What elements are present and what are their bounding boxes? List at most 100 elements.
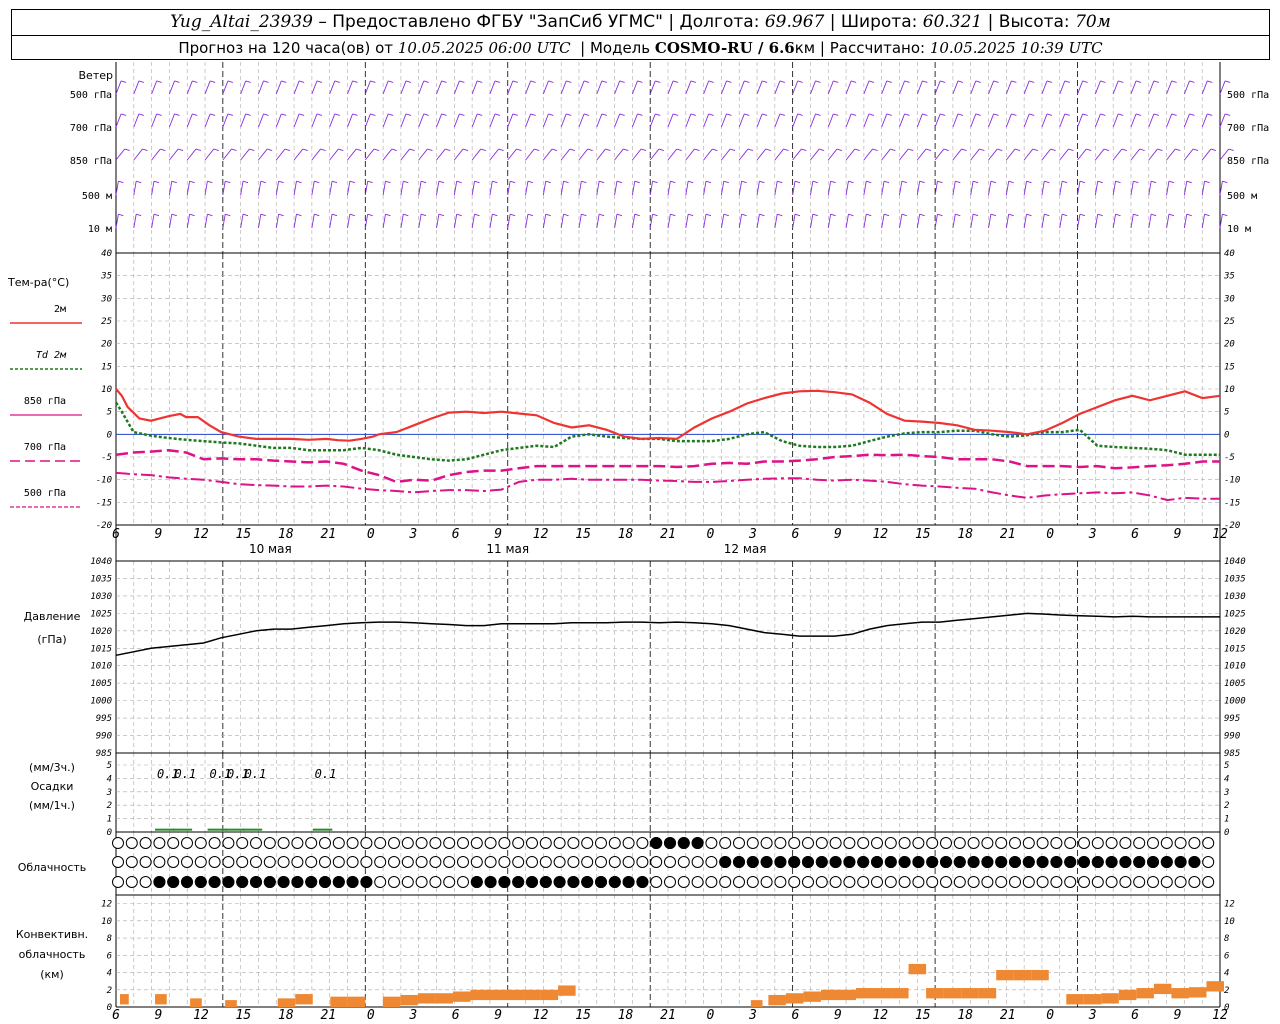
wind-barb (899, 113, 905, 128)
wind-barb (827, 214, 832, 229)
header-row-2: Прогноз на 120 часа(ов) от 10.05.2025 06… (178, 39, 1103, 57)
wind-barb (596, 80, 603, 95)
wind-barb-tick (177, 148, 184, 151)
wind-barb-tick (118, 180, 124, 184)
cloud-cover-filled (595, 876, 607, 888)
wind-barb (881, 148, 891, 161)
cloud-cover-filled (498, 876, 511, 888)
cloud-cover-symbol (139, 876, 152, 888)
wind-barb (792, 113, 799, 128)
cloud-cover-symbol (898, 876, 911, 888)
wind-barb (899, 148, 909, 161)
cloud-cover-filled (539, 876, 552, 888)
cloud-cover-symbol (539, 837, 552, 849)
wind-barb-tick (1151, 180, 1157, 184)
wind-barb (347, 148, 357, 161)
cloud-cover-filled (664, 837, 676, 849)
cloud-cover-symbol (374, 837, 387, 849)
wind-barb-tick (830, 180, 836, 184)
forecast-label: Прогноз на 120 часа(ов) от (178, 39, 394, 57)
conv-bar (873, 988, 892, 999)
cloud-cover-symbol (705, 876, 718, 888)
wind-barb-tick (136, 180, 142, 184)
wind-barb (151, 80, 158, 95)
conv-ytick-right: 8 (1224, 934, 1229, 944)
cloud-cover-symbol (746, 837, 759, 849)
cloud-cover-symbol (567, 856, 580, 868)
wind-barb-tick (352, 113, 358, 116)
wind-barb-tick (801, 148, 807, 151)
wind-barb-tick (349, 213, 355, 217)
wind-barb (400, 181, 404, 196)
cloud-cover-symbol (636, 856, 649, 868)
cloud-cover-symbol (415, 876, 428, 888)
wind-barb (667, 113, 674, 128)
cloud-cover-symbol (222, 856, 235, 868)
cloud-cover-filled (526, 876, 538, 888)
wind-barb-tick (1100, 113, 1106, 116)
wind-level-label-right: 500 гПа (1227, 90, 1269, 101)
wind-barb (774, 181, 778, 196)
wind-barb (881, 80, 888, 95)
cloud-cover-symbol (125, 856, 138, 868)
wind-barb (1219, 214, 1223, 229)
cloud-cover-symbol (926, 837, 939, 849)
hour-label-bottom: 18 (957, 1008, 973, 1023)
wind-barb (827, 148, 838, 161)
hour-label: 15 (915, 527, 931, 542)
cloud-cover-filled (553, 876, 566, 888)
model-name: COSMO-RU / 6.6 (654, 39, 795, 57)
conv-bar (417, 993, 436, 1004)
conv-bar (961, 988, 979, 999)
temp-ytick: 0 (107, 430, 112, 440)
cloud-cover-filled (1091, 856, 1104, 868)
cloud-cover-symbol (953, 837, 966, 849)
wind-barb-tick (299, 80, 305, 83)
precip-bar (312, 828, 333, 831)
wind-barb (133, 214, 137, 229)
cloud-cover-symbol (319, 837, 331, 849)
cloud-cover-symbol (208, 837, 221, 849)
wind-barb-tick (316, 113, 323, 116)
wind-barb (489, 148, 499, 161)
cloud-cover-symbol (1064, 876, 1077, 888)
wind-barb (1219, 148, 1230, 161)
cloud-cover-symbol (677, 876, 690, 888)
cloud-cover-filled (677, 837, 690, 849)
cloud-cover-symbol (581, 856, 594, 868)
wind-barb (845, 113, 852, 128)
wind-barb (168, 181, 173, 196)
wind-barb (168, 80, 175, 95)
cloud-cover-filled (967, 856, 980, 868)
wind-barb-tick (1115, 213, 1121, 217)
wind-barb-tick (459, 113, 465, 116)
wind-barb-tick (848, 213, 854, 217)
wind-barb (1059, 80, 1066, 95)
wind-barb (916, 214, 921, 229)
wind-barb-tick (886, 80, 892, 83)
wind-barb (275, 80, 282, 95)
conv-bar (996, 969, 1014, 981)
wind-barb (774, 113, 781, 128)
cloud-cover-symbol (884, 876, 897, 888)
wind-barb (169, 148, 179, 161)
wind-barb-tick (367, 213, 373, 217)
cloud-cover-symbol (705, 856, 718, 868)
wind-barb (631, 181, 636, 196)
wind-barb-tick (548, 80, 554, 83)
cloud-cover-filled (1064, 856, 1077, 868)
hour-label-bottom: 15 (575, 1008, 591, 1023)
wind-barb-tick (868, 80, 875, 83)
wind-barb-tick (136, 213, 142, 217)
cloud-cover-symbol (691, 876, 704, 888)
wind-barb (1166, 80, 1173, 95)
cloud-cover-symbol (319, 856, 331, 868)
wind-barb-tick (405, 113, 412, 116)
wind-barb (258, 148, 268, 161)
wind-barb (1077, 148, 1087, 161)
wind-barb (632, 148, 642, 161)
conv-bar (120, 994, 129, 1005)
wind-barb (1166, 214, 1170, 229)
pressure-ytick-right: 1000 (1224, 697, 1246, 707)
